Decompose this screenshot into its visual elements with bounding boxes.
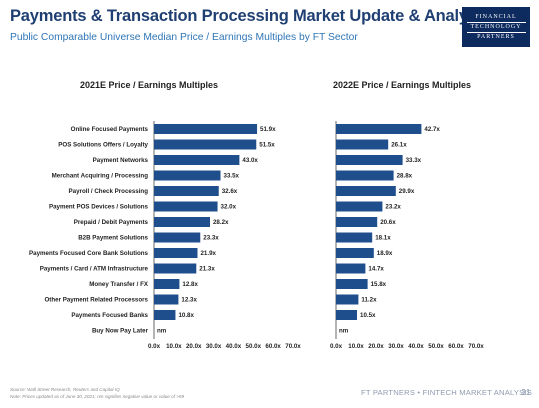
data-label: 14.7x	[368, 266, 384, 273]
logo-line-2: TECHNOLOGY	[466, 21, 526, 33]
x-tick-label: 10.0x	[348, 343, 364, 350]
data-label: 21.9x	[200, 250, 216, 257]
data-label: 42.7x	[424, 126, 440, 133]
ft-partners-logo: FINANCIAL TECHNOLOGY PARTNERS	[462, 7, 530, 47]
data-label: 10.5x	[360, 312, 376, 319]
bar	[336, 170, 394, 181]
data-label: 29.9x	[399, 188, 415, 195]
bar	[154, 201, 218, 212]
bar	[336, 294, 359, 305]
data-label: 51.9x	[260, 126, 276, 133]
data-label: 28.2x	[213, 219, 229, 226]
bar	[336, 217, 378, 227]
bar	[336, 155, 403, 165]
category-label: Payments / Card / ATM Infrastructure	[40, 266, 149, 273]
page-title: Payments & Transaction Processing Market…	[10, 7, 491, 25]
data-label: nm	[339, 328, 349, 335]
x-tick-label: 50.0x	[428, 343, 444, 350]
category-label: B2B Payment Solutions	[78, 235, 148, 242]
logo-line-3: PARTNERS	[477, 33, 515, 40]
data-label: 12.8x	[182, 281, 198, 288]
footnote: Note: Prices updated as of June 30, 2021…	[10, 394, 185, 399]
bar	[154, 248, 198, 258]
category-label: Online Focused Payments	[71, 126, 149, 133]
bar	[154, 310, 176, 320]
bar	[154, 124, 258, 134]
category-label: Money Transfer / FX	[89, 281, 149, 288]
bar	[154, 155, 240, 165]
data-label: 20.6x	[380, 219, 396, 226]
x-tick-label: 60.0x	[265, 343, 281, 350]
category-label: Buy Now Pay Later	[92, 328, 149, 335]
data-label: 28.8x	[397, 173, 413, 180]
bar	[154, 217, 210, 227]
bar	[336, 201, 383, 212]
bar	[336, 263, 366, 274]
category-label: Other Payment Related Processors	[44, 297, 148, 304]
data-label: 33.3x	[406, 157, 422, 164]
data-label: 10.8x	[178, 312, 194, 319]
category-label: Payment POS Devices / Solutions	[49, 204, 149, 211]
bar	[154, 232, 201, 243]
data-label: 32.6x	[222, 188, 238, 195]
chart-title-2022e: 2022E Price / Earnings Multiples	[333, 80, 472, 90]
bar	[154, 186, 219, 196]
source-note: Source: Wall Street Research, Reuters an…	[10, 387, 120, 392]
bar	[336, 279, 368, 289]
bar	[336, 248, 374, 258]
x-tick-label: 40.0x	[226, 343, 242, 350]
data-label: 32.0x	[221, 204, 237, 211]
bar	[336, 139, 389, 150]
bar	[154, 279, 180, 289]
data-label: 12.3x	[181, 297, 197, 304]
category-label: Payments Focused Banks	[71, 312, 148, 319]
data-label: 21.3x	[199, 266, 215, 273]
x-tick-label: 20.0x	[186, 343, 202, 350]
footer-brand: FT PARTNERS • FINTECH MARKET ANALYSIS	[361, 388, 532, 397]
category-label: Merchant Acquiring / Processing	[52, 173, 149, 180]
data-label: 15.8x	[371, 281, 387, 288]
bar	[154, 139, 257, 150]
x-tick-label: 50.0x	[246, 343, 262, 350]
page-number: 31	[521, 387, 531, 397]
bar	[154, 294, 179, 305]
category-label: Payroll / Check Processing	[69, 188, 149, 195]
bar	[336, 186, 396, 196]
category-label: Payment Networks	[93, 157, 149, 164]
data-label: nm	[157, 328, 167, 335]
data-label: 18.1x	[375, 235, 391, 242]
bar	[336, 124, 422, 134]
bar	[336, 310, 357, 320]
category-label: POS Solutions Offers / Loyalty	[58, 142, 148, 149]
data-label: 51.5x	[259, 142, 275, 149]
data-label: 33.5x	[224, 173, 240, 180]
bar	[336, 232, 373, 243]
data-label: 11.2x	[361, 297, 377, 304]
x-tick-label: 70.0x	[468, 343, 484, 350]
page-subtitle: Public Comparable Universe Median Price …	[10, 32, 358, 43]
x-tick-label: 70.0x	[285, 343, 301, 350]
data-label: 43.0x	[242, 157, 258, 164]
x-tick-label: 30.0x	[388, 343, 404, 350]
chart-title-2021e: 2021E Price / Earnings Multiples	[80, 80, 219, 90]
x-tick-label: 60.0x	[448, 343, 464, 350]
logo-line-1: FINANCIAL	[475, 13, 517, 20]
data-label: 23.2x	[385, 204, 401, 211]
x-tick-label: 20.0x	[368, 343, 384, 350]
x-tick-label: 10.0x	[166, 343, 182, 350]
category-label: Prepaid / Debit Payments	[74, 219, 149, 226]
x-tick-label: 0.0x	[330, 343, 343, 350]
x-tick-label: 30.0x	[206, 343, 222, 350]
x-tick-label: 0.0x	[148, 343, 161, 350]
data-label: 18.9x	[377, 250, 393, 257]
bar	[154, 170, 221, 181]
category-label: Payments Focused Core Bank Solutions	[29, 250, 149, 257]
x-tick-label: 40.0x	[408, 343, 424, 350]
bar	[154, 263, 197, 274]
data-label: 26.1x	[391, 142, 407, 149]
data-label: 23.3x	[203, 235, 219, 242]
